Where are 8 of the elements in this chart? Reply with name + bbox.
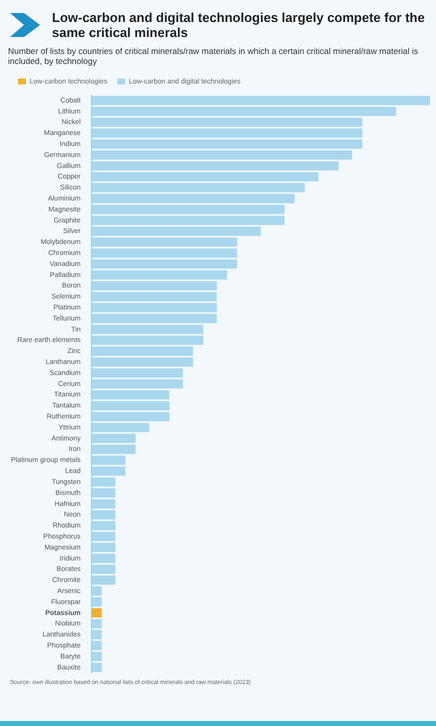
bar (92, 368, 183, 378)
bar (92, 422, 150, 432)
bar (92, 477, 116, 487)
chart-subtitle: Number of lists by countries of critical minerals/raw materials in which a certain critical mineral/raw material is included, by technology (7, 45, 420, 68)
bar (92, 608, 102, 618)
bar (92, 314, 217, 324)
chart-title: Low-carbon and digital technologies largely compete for the same critical minerals (52, 10, 426, 40)
bar (92, 597, 102, 607)
